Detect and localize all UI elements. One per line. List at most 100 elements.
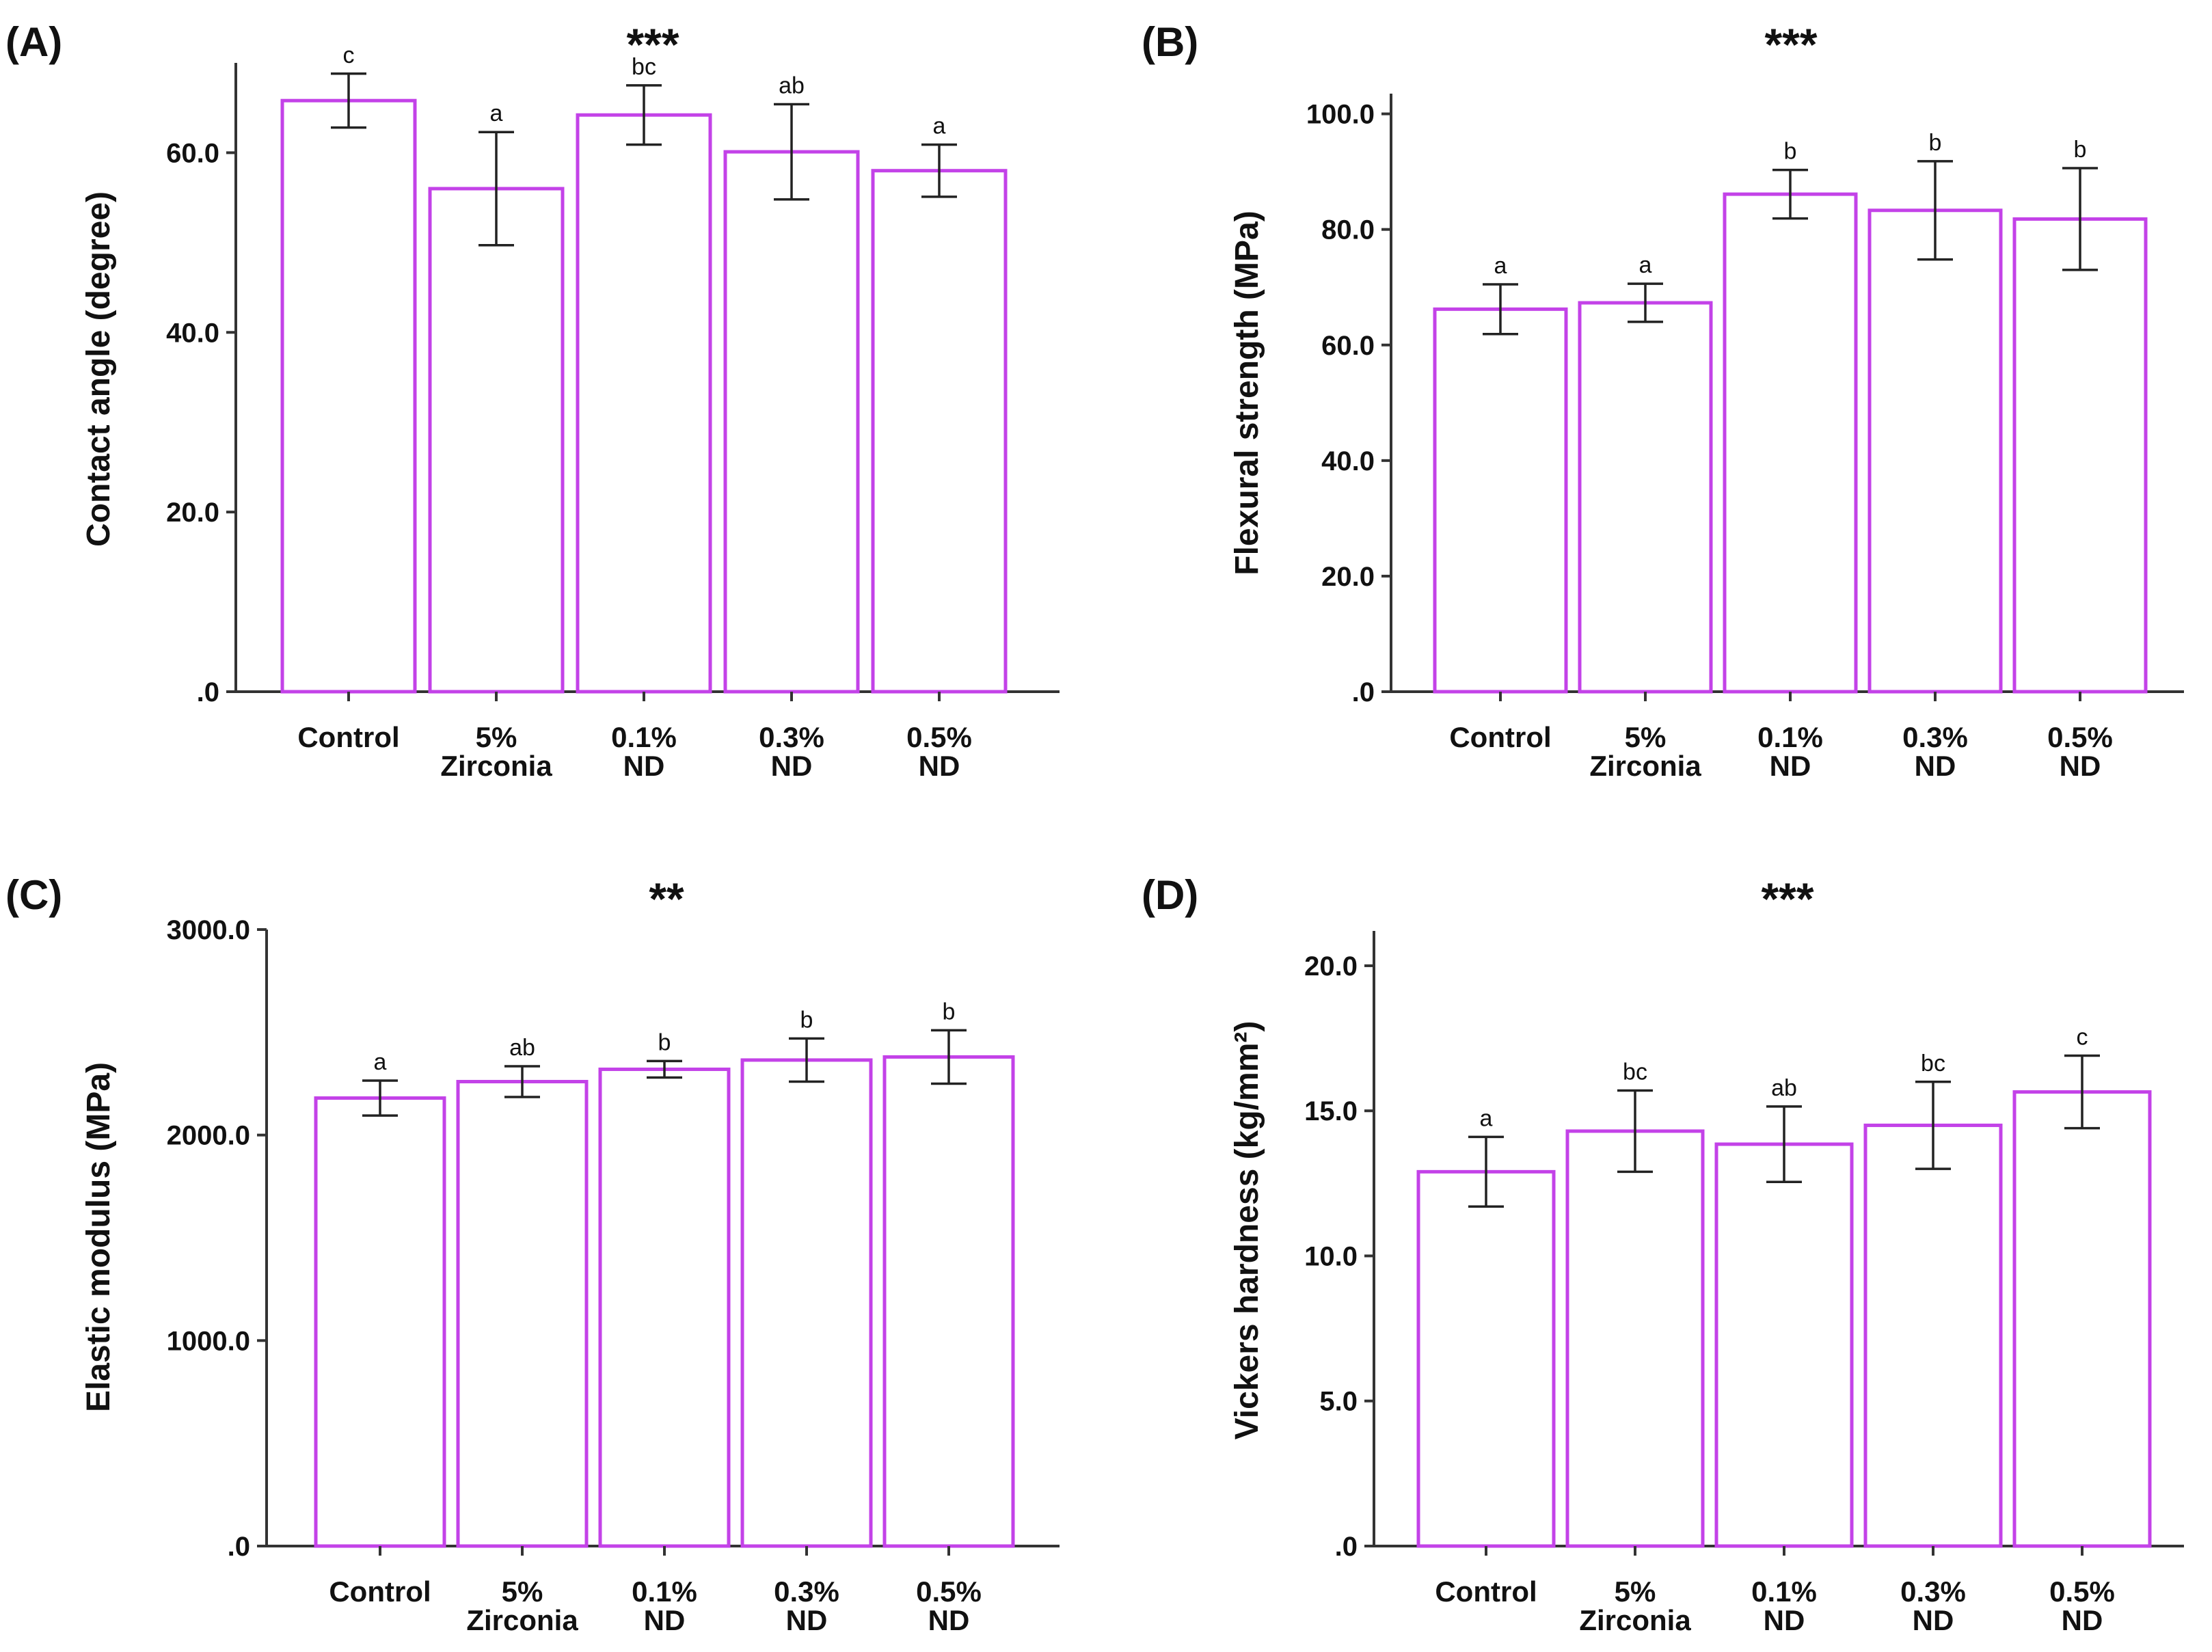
y-tick-label: 40.0 [166, 318, 219, 348]
group-letter-label: b [2074, 137, 2087, 163]
panel-label: (A) [5, 19, 62, 65]
x-tick-label: 0.1% [1751, 1575, 1817, 1608]
y-tick-label: 100.0 [1306, 100, 1375, 130]
x-tick-label: Control [329, 1575, 431, 1608]
bar [2012, 1090, 2152, 1548]
group-letter-label: a [1494, 253, 1507, 279]
x-tick-label: ND [786, 1604, 828, 1636]
y-tick-label: 40.0 [1321, 446, 1375, 476]
bar [1433, 307, 1568, 694]
panel-label: (C) [5, 872, 62, 918]
y-axis-label: Contact angle (degree) [81, 191, 117, 547]
chart-panel-a: (A) *** Contact angle (degree) .0 20.0 40.0 60… [5, 19, 1060, 782]
group-letter-label: bc [1921, 1051, 1945, 1076]
y-tick-label: .0 [228, 1532, 250, 1562]
y-tick-label: 20.0 [1321, 562, 1375, 592]
group-letter-label: ab [509, 1035, 535, 1061]
significance-label: *** [626, 19, 679, 70]
y-tick-label: 20.0 [1304, 951, 1358, 981]
bar [1578, 301, 1713, 694]
x-tick-label: ND [771, 750, 813, 782]
bar [456, 1079, 589, 1548]
bar [1867, 208, 2003, 694]
bar [1714, 1142, 1854, 1548]
x-tick-label: 0.3% [1902, 721, 1968, 753]
y-tick-label: 15.0 [1304, 1096, 1358, 1126]
x-tick-label: ND [1770, 750, 1811, 782]
x-tick-label: 0.5% [2047, 721, 2113, 753]
bar [723, 150, 860, 694]
y-tick-label: 80.0 [1321, 215, 1375, 245]
group-letter-label: a [490, 100, 503, 126]
group-letter-label: b [1784, 139, 1797, 165]
y-tick-label: .0 [197, 677, 219, 707]
y-tick-label: .0 [1335, 1532, 1358, 1562]
x-tick-label: 0.1% [1757, 721, 1823, 753]
x-tick-label: 0.1% [611, 721, 677, 753]
chart-panel-b: (B) *** Flexural strength (MPa) .0 20.0 40.0 6… [1142, 19, 2184, 782]
x-tick-label: Zirconia [1589, 750, 1701, 782]
x-tick-label: Zirconia [440, 750, 552, 782]
bar [1723, 192, 1858, 694]
x-tick-label: Control [1435, 1575, 1537, 1608]
x-tick-label: 5% [1615, 1575, 1656, 1608]
group-letter-label: bc [1623, 1059, 1647, 1085]
bar [1863, 1123, 2003, 1548]
bar [428, 187, 565, 694]
x-tick-label: 0.5% [916, 1575, 982, 1608]
group-letter-label: b [800, 1007, 813, 1033]
y-tick-label: 60.0 [1321, 331, 1375, 361]
y-tick-label: 1000.0 [167, 1326, 250, 1356]
x-tick-label: 0.3% [774, 1575, 839, 1608]
y-tick-label: 3000.0 [167, 915, 250, 945]
x-tick-label: ND [1764, 1604, 1805, 1636]
group-letter-label: a [1639, 252, 1652, 278]
group-letter-label: c [343, 42, 355, 68]
x-tick-label: 5% [476, 721, 517, 753]
x-tick-label: ND [928, 1604, 970, 1636]
bar [576, 113, 712, 694]
bar [280, 98, 417, 694]
chart-panel-d: (D) *** Vickers hardness (kg/mm²) .0 5.0 10.0… [1142, 872, 2184, 1636]
x-tick-label: ND [2060, 750, 2101, 782]
group-letter-label: c [2077, 1025, 2088, 1051]
group-letter-label: a [1480, 1105, 1493, 1131]
x-tick-label: Zirconia [466, 1604, 578, 1636]
chart-panel-c: (C) ** Elastic modulus (MPa) .0 1000.0 2000.0… [5, 872, 1060, 1636]
significance-label: ** [649, 874, 684, 924]
x-tick-label: ND [919, 750, 960, 782]
group-letter-label: ab [1771, 1075, 1797, 1101]
bar [740, 1058, 873, 1548]
x-tick-label: 0.5% [906, 721, 972, 753]
x-tick-label: ND [1915, 750, 1956, 782]
bar [882, 1055, 1015, 1548]
bar [1565, 1129, 1705, 1548]
x-tick-label: Control [297, 721, 399, 753]
panel-label: (B) [1142, 19, 1198, 65]
y-tick-label: 60.0 [166, 138, 219, 168]
group-letter-label: bc [632, 54, 656, 80]
bar [1416, 1169, 1556, 1548]
bar [871, 169, 1008, 694]
significance-label: *** [1761, 874, 1813, 924]
y-tick-label: 5.0 [1319, 1387, 1358, 1417]
x-tick-label: 0.3% [759, 721, 824, 753]
bar [598, 1067, 731, 1548]
group-letter-label: b [658, 1029, 671, 1055]
y-tick-label: 20.0 [166, 498, 219, 528]
significance-label: *** [1764, 19, 1817, 70]
x-tick-label: ND [623, 750, 665, 782]
x-tick-label: 5% [1625, 721, 1667, 753]
bar [2012, 217, 2148, 694]
y-tick-label: 2000.0 [167, 1121, 250, 1151]
group-letter-label: b [943, 999, 956, 1025]
y-tick-label: 10.0 [1304, 1241, 1358, 1271]
group-letter-label: a [374, 1049, 387, 1075]
y-axis-label: Vickers hardness (kg/mm²) [1229, 1021, 1265, 1440]
group-letter-label: ab [779, 72, 805, 98]
bar [314, 1096, 446, 1548]
x-tick-label: 5% [502, 1575, 543, 1608]
group-letter-label: b [1929, 130, 1942, 156]
